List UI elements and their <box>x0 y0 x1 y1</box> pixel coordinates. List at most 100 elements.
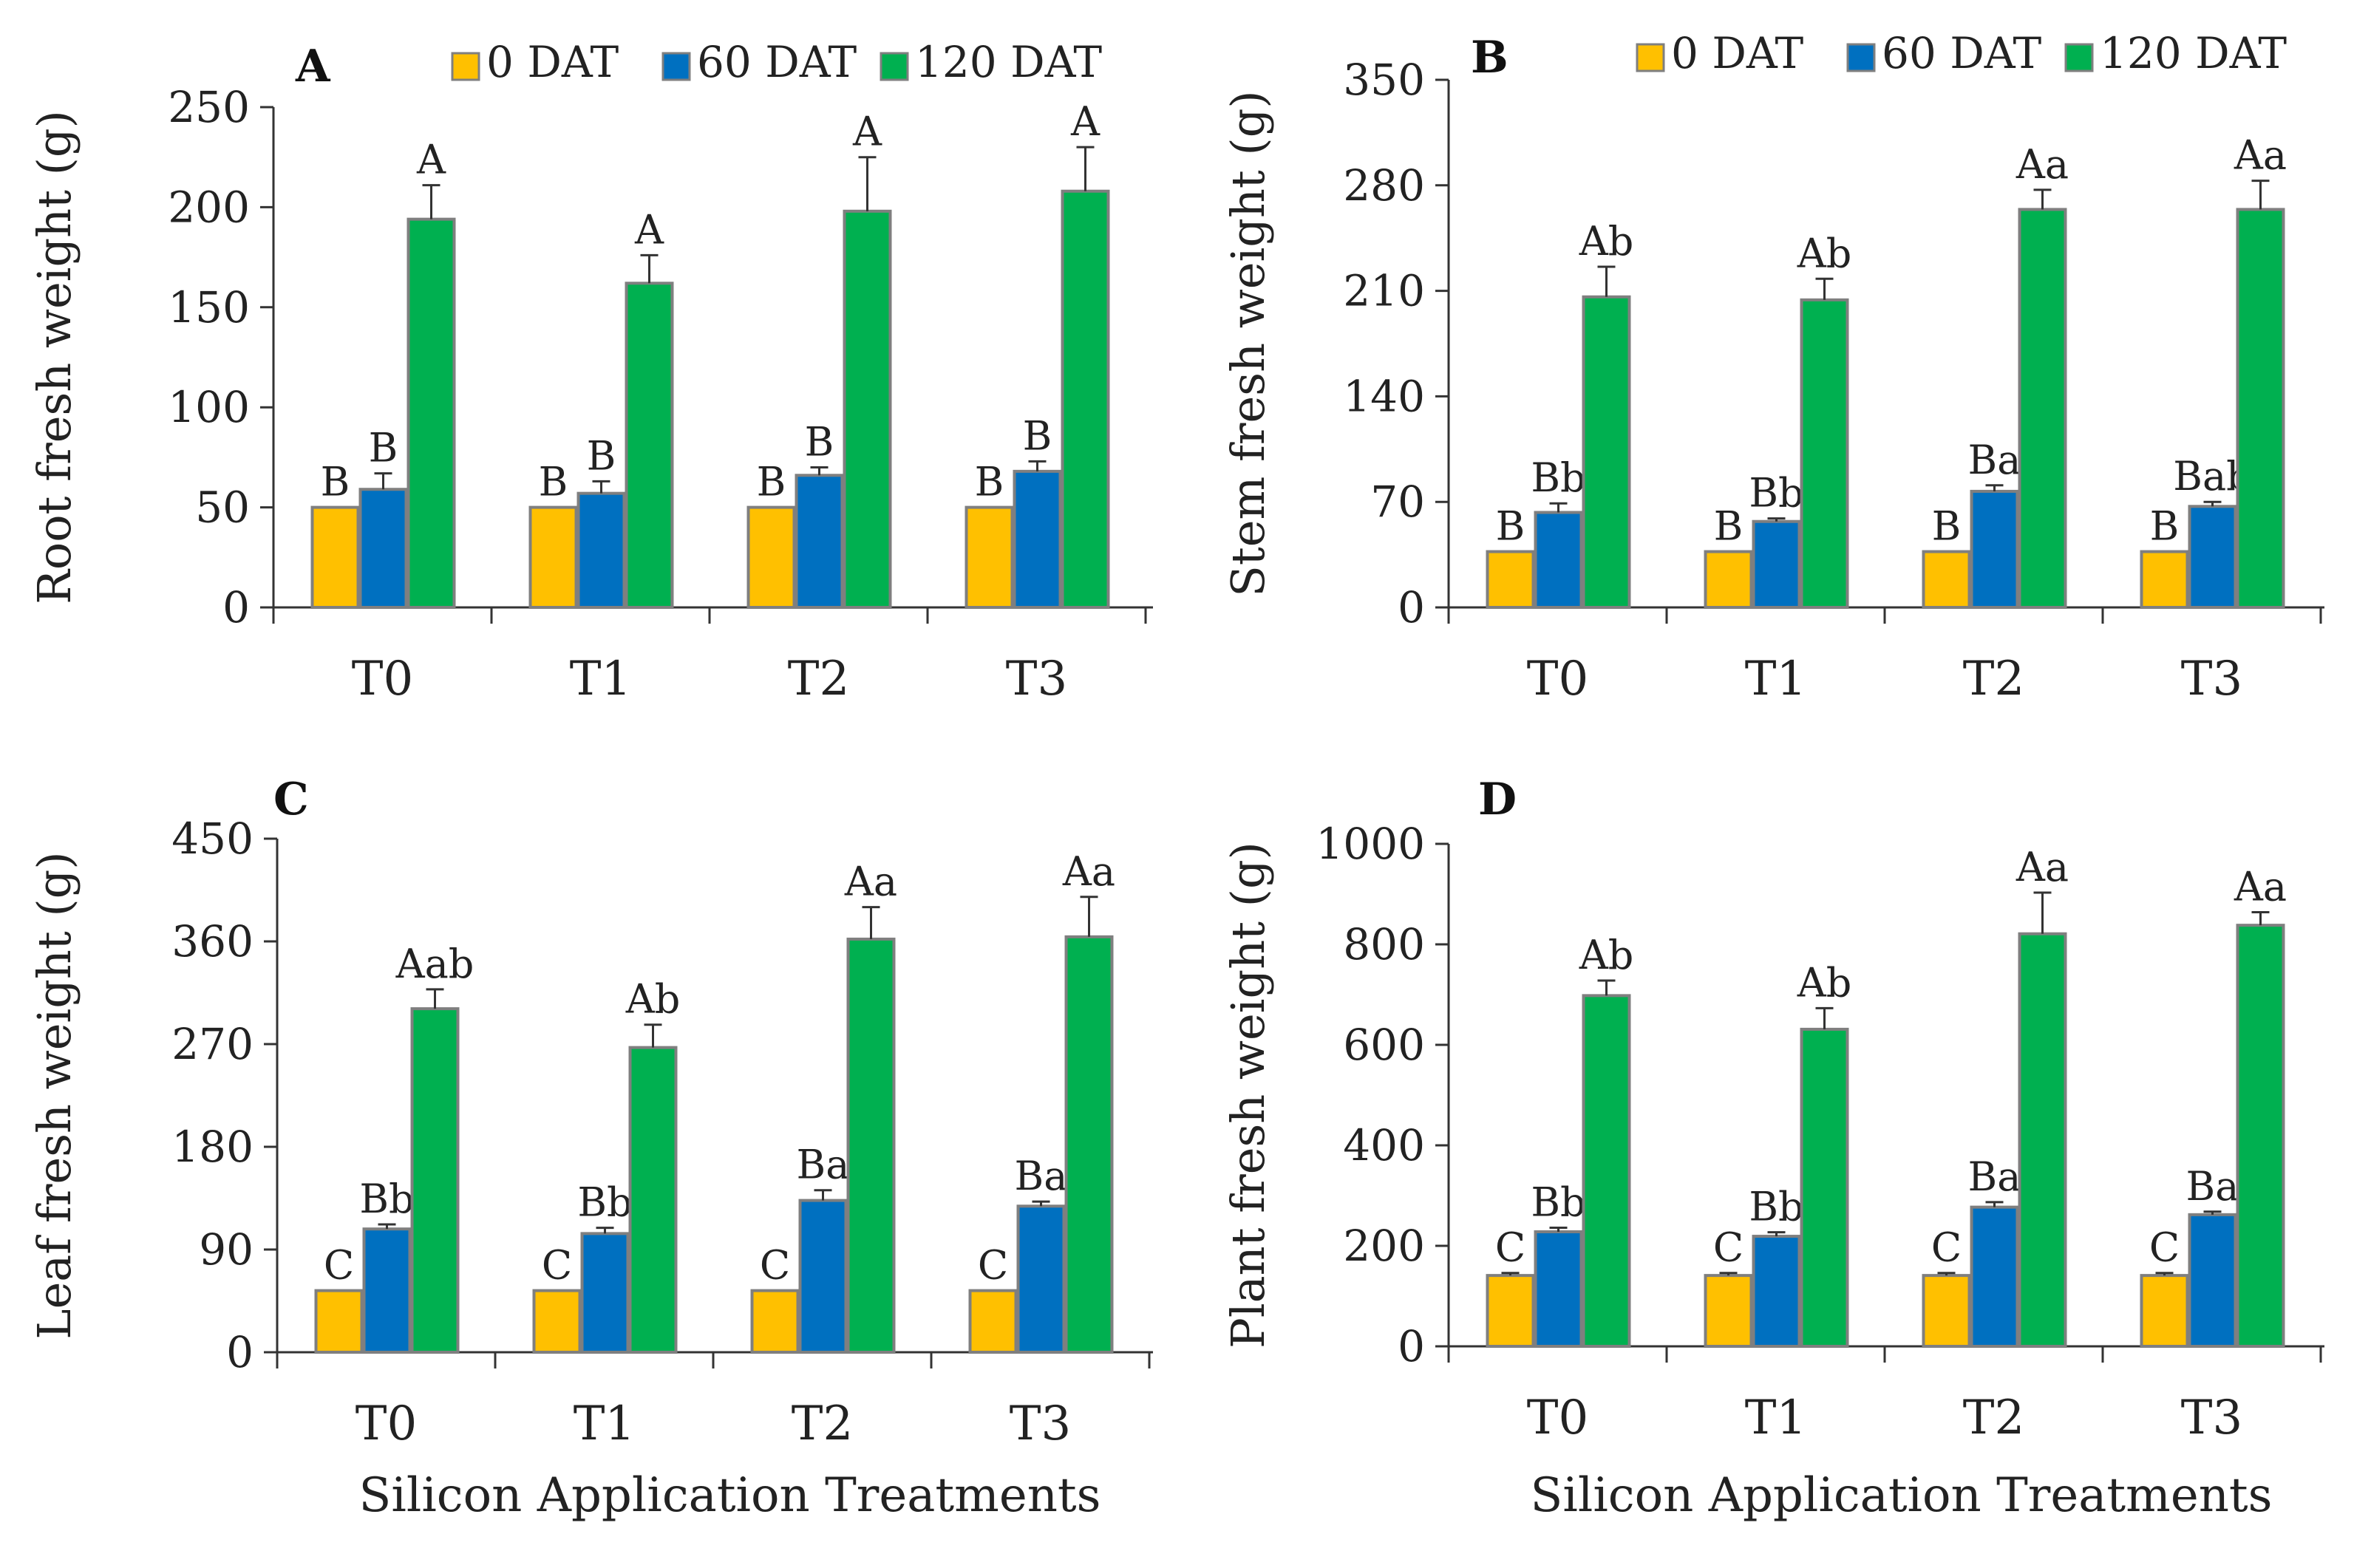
bar-60-dat <box>358 488 408 610</box>
panel-label: D <box>1478 774 1517 825</box>
bar-60-dat <box>1016 1204 1066 1354</box>
significance-label: C <box>1713 1224 1744 1271</box>
bar-0-dat <box>968 1289 1018 1354</box>
y-tick-label: 0 <box>226 1327 254 1377</box>
y-tick-label: 400 <box>1343 1120 1425 1170</box>
bar-60-dat <box>1752 1235 1801 1348</box>
significance-label: B <box>975 459 1004 505</box>
bar-120-dat <box>2018 932 2067 1348</box>
bar-0-dat <box>1704 1274 1753 1348</box>
significance-label: Ab <box>625 976 681 1023</box>
legend-swatch <box>2064 43 2094 72</box>
bar-0-dat <box>1486 1274 1535 1348</box>
significance-label: C <box>1931 1224 1962 1271</box>
significance-label: B <box>1714 503 1744 550</box>
significance-label: A <box>416 137 446 183</box>
y-tick-label: 270 <box>171 1019 254 1069</box>
y-tick-label: 180 <box>171 1122 254 1172</box>
bar-120-dat <box>2236 208 2285 609</box>
significance-label: C <box>324 1242 354 1289</box>
bar-120-dat <box>2018 208 2067 609</box>
y-tick-label: 0 <box>222 582 250 633</box>
significance-label: C <box>978 1242 1008 1289</box>
y-tick-label: 50 <box>195 483 250 533</box>
x-tick-label: T0 <box>352 652 413 706</box>
panel-label: B <box>1471 32 1508 83</box>
legend: 0 DAT 60 DAT 120 DAT <box>1636 28 2287 78</box>
bar-120-dat <box>410 1007 460 1354</box>
y-tick-label: 350 <box>1343 55 1425 105</box>
bar-60-dat <box>1534 511 1583 609</box>
y-tick-label: 210 <box>1343 266 1425 316</box>
significance-label: B <box>805 418 834 465</box>
significance-label: C <box>1495 1224 1525 1271</box>
significance-label: Bb <box>577 1179 632 1226</box>
x-tick-label: T3 <box>2181 652 2242 706</box>
bar-0-dat <box>746 505 796 609</box>
significance-label: C <box>2149 1224 2180 1271</box>
significance-label: Bb <box>359 1176 414 1222</box>
y-tick-label: 280 <box>1343 160 1425 211</box>
bar-120-dat <box>406 217 456 609</box>
bar-120-dat <box>1800 1027 1849 1349</box>
significance-label: B <box>369 425 398 471</box>
significance-label: Ba <box>1968 1153 2021 1200</box>
x-tick-label: T2 <box>1963 652 2024 706</box>
x-tick-label: T1 <box>574 1397 635 1451</box>
panel-label: C <box>273 774 309 825</box>
bar-0-dat <box>1486 550 1535 610</box>
y-tick-label: 0 <box>1398 582 1425 633</box>
legend-swatch <box>451 52 480 81</box>
significance-label: C <box>542 1242 572 1289</box>
significance-label: Ba <box>1015 1153 1068 1199</box>
y-tick-label: 70 <box>1370 477 1425 527</box>
significance-label: Ab <box>1579 932 1634 978</box>
legend-swatch <box>661 52 691 81</box>
y-tick-label: 450 <box>171 814 254 864</box>
x-tick-label: T1 <box>570 652 631 706</box>
significance-label: B <box>757 459 786 505</box>
significance-label: C <box>760 1242 790 1289</box>
y-tick-label: 140 <box>1343 371 1425 421</box>
bar-60-dat <box>1534 1230 1583 1348</box>
bar-120-dat <box>1061 189 1110 609</box>
y-tick-label: 360 <box>171 916 254 967</box>
significance-label: A <box>634 206 664 253</box>
significance-label: B <box>1932 503 1962 550</box>
legend-label: 120 DAT <box>915 37 1102 87</box>
significance-label: Bb <box>1531 1179 1585 1226</box>
bar-60-dat <box>795 474 844 609</box>
bar-60-dat <box>576 491 626 609</box>
significance-label: B <box>1496 503 1525 550</box>
bar-0-dat <box>532 1289 582 1354</box>
y-axis-title: Stem fresh weight (g) <box>1221 90 1275 596</box>
legend: 0 DAT 60 DAT 120 DAT <box>451 37 1102 87</box>
bar-60-dat <box>1970 489 2019 609</box>
bar-120-dat <box>846 937 896 1354</box>
bar-60-dat <box>580 1232 630 1354</box>
y-tick-label: 200 <box>1343 1221 1425 1271</box>
x-tick-label: T3 <box>1010 1397 1071 1451</box>
y-axis-title: Leaf fresh weight (g) <box>27 851 81 1339</box>
y-tick-label: 100 <box>168 382 250 432</box>
bar-60-dat <box>2188 505 2237 609</box>
y-tick-label: 150 <box>168 282 250 333</box>
bar-0-dat <box>1922 1274 1971 1348</box>
bar-120-dat <box>843 209 892 610</box>
significance-label: B <box>587 432 616 479</box>
significance-label: Ba <box>2186 1163 2239 1210</box>
y-tick-label: 0 <box>1398 1321 1425 1371</box>
legend-label: 60 DAT <box>697 37 857 87</box>
significance-label: Ab <box>1797 230 1852 276</box>
significance-label: Ba <box>1968 437 2021 483</box>
panel-label: A <box>295 41 331 92</box>
x-tick-label: T3 <box>2181 1391 2242 1445</box>
legend-label: 0 DAT <box>1671 28 1804 78</box>
significance-label: Aab <box>395 941 474 987</box>
bar-0-dat <box>750 1289 800 1354</box>
x-axis-title: Silicon Application Treatments <box>1531 1468 2273 1523</box>
bar-60-dat <box>1970 1205 2019 1349</box>
